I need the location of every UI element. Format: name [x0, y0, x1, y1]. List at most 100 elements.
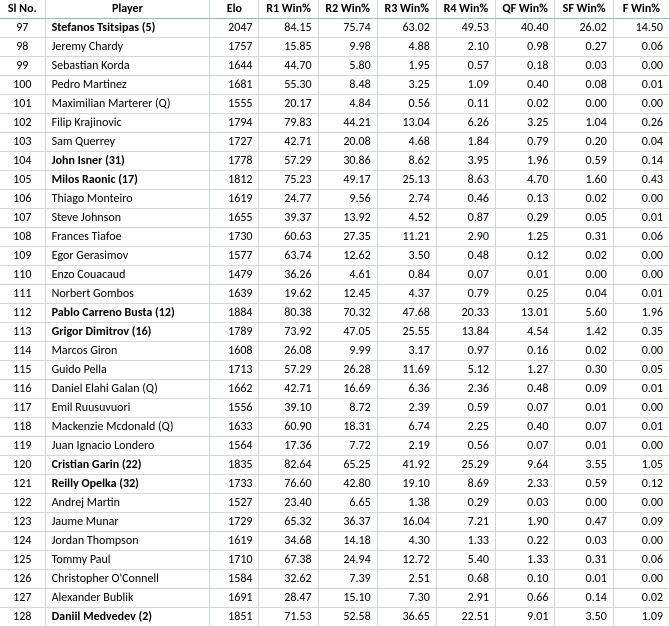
cell-player: John Isner (31) — [45, 152, 210, 171]
cell-elo: 1778 — [210, 152, 259, 171]
cell-pct: 0.00 — [613, 266, 669, 285]
cell-pct: 9.98 — [318, 38, 377, 57]
table-row: 124Jordan Thompson161934.6814.184.301.33… — [0, 532, 670, 551]
cell-pct: 17.36 — [259, 437, 318, 456]
cell-pct: 20.33 — [436, 304, 495, 323]
cell-pct: 8.62 — [377, 152, 436, 171]
cell-pct: 0.22 — [495, 532, 554, 551]
cell-pct: 41.92 — [377, 456, 436, 475]
cell-pct: 8.63 — [436, 171, 495, 190]
cell-pct: 0.00 — [613, 532, 669, 551]
cell-pct: 0.40 — [495, 418, 554, 437]
cell-slno: 125 — [0, 551, 45, 570]
table-row: 119Juan Ignacio Londero156417.367.722.19… — [0, 437, 670, 456]
cell-slno: 102 — [0, 114, 45, 133]
cell-slno: 128 — [0, 608, 45, 627]
cell-pct: 0.79 — [495, 133, 554, 152]
table-row: 127Alexander Bublik169128.4715.107.302.9… — [0, 589, 670, 608]
table-row: 103Sam Querrey172742.7120.084.681.840.79… — [0, 133, 670, 152]
cell-slno: 97 — [0, 19, 45, 38]
cell-elo: 1884 — [210, 304, 259, 323]
cell-pct: 0.01 — [613, 418, 669, 437]
cell-pct: 71.53 — [259, 608, 318, 627]
cell-pct: 0.97 — [436, 342, 495, 361]
cell-pct: 0.07 — [495, 437, 554, 456]
cell-pct: 3.25 — [495, 114, 554, 133]
cell-pct: 0.01 — [555, 437, 613, 456]
cell-pct: 0.02 — [495, 95, 554, 114]
cell-pct: 15.10 — [318, 589, 377, 608]
cell-elo: 1639 — [210, 285, 259, 304]
cell-pct: 82.64 — [259, 456, 318, 475]
cell-pct: 0.48 — [436, 247, 495, 266]
cell-pct: 7.21 — [436, 513, 495, 532]
cell-pct: 0.59 — [555, 475, 613, 494]
cell-pct: 14.18 — [318, 532, 377, 551]
cell-pct: 1.38 — [377, 494, 436, 513]
cell-pct: 15.85 — [259, 38, 318, 57]
cell-elo: 1527 — [210, 494, 259, 513]
cell-pct: 4.84 — [318, 95, 377, 114]
cell-pct: 0.04 — [555, 285, 613, 304]
table-row: 107Steve Johnson165539.3713.924.520.870.… — [0, 209, 670, 228]
table-row: 99Sebastian Korda164444.705.801.950.570.… — [0, 57, 670, 76]
cell-pct: 19.62 — [259, 285, 318, 304]
table-row: 118Mackenzie Mcdonald (Q)163360.9018.316… — [0, 418, 670, 437]
cell-pct: 0.01 — [613, 209, 669, 228]
cell-elo: 1789 — [210, 323, 259, 342]
cell-pct: 60.63 — [259, 228, 318, 247]
cell-pct: 28.47 — [259, 589, 318, 608]
cell-pct: 0.26 — [613, 114, 669, 133]
column-header: F Win% — [613, 0, 669, 19]
cell-pct: 65.32 — [259, 513, 318, 532]
cell-pct: 7.39 — [318, 570, 377, 589]
cell-slno: 108 — [0, 228, 45, 247]
cell-pct: 49.53 — [436, 19, 495, 38]
cell-elo: 1479 — [210, 266, 259, 285]
cell-slno: 111 — [0, 285, 45, 304]
cell-pct: 26.08 — [259, 342, 318, 361]
cell-pct: 4.68 — [377, 133, 436, 152]
cell-pct: 0.00 — [555, 95, 613, 114]
cell-slno: 121 — [0, 475, 45, 494]
cell-player: Steve Johnson — [45, 209, 210, 228]
cell-player: Pedro Martinez — [45, 76, 210, 95]
cell-pct: 0.13 — [495, 190, 554, 209]
table-row: 98Jeremy Chardy175715.859.984.882.100.98… — [0, 38, 670, 57]
cell-elo: 1608 — [210, 342, 259, 361]
cell-player: Jaume Munar — [45, 513, 210, 532]
table-row: 122Andrej Martin152723.406.651.380.290.0… — [0, 494, 670, 513]
cell-pct: 1.60 — [555, 171, 613, 190]
cell-pct: 5.40 — [436, 551, 495, 570]
cell-pct: 0.20 — [555, 133, 613, 152]
cell-pct: 26.02 — [555, 19, 613, 38]
cell-pct: 2.74 — [377, 190, 436, 209]
cell-pct: 84.15 — [259, 19, 318, 38]
column-header: Player — [45, 0, 210, 19]
cell-pct: 63.74 — [259, 247, 318, 266]
cell-pct: 0.31 — [555, 228, 613, 247]
cell-pct: 3.55 — [555, 456, 613, 475]
table-row: 117Emil Ruusuvuori155639.108.722.390.590… — [0, 399, 670, 418]
table-row: 121Reilly Opelka (32)173376.6042.8019.10… — [0, 475, 670, 494]
cell-pct: 0.02 — [613, 589, 669, 608]
cell-pct: 0.09 — [613, 513, 669, 532]
column-header: QF Win% — [495, 0, 554, 19]
cell-pct: 0.01 — [613, 380, 669, 399]
cell-pct: 0.04 — [613, 133, 669, 152]
cell-pct: 8.48 — [318, 76, 377, 95]
cell-player: Mackenzie Mcdonald (Q) — [45, 418, 210, 437]
cell-pct: 0.03 — [555, 532, 613, 551]
cell-pct: 76.60 — [259, 475, 318, 494]
cell-pct: 2.10 — [436, 38, 495, 57]
table-header: Sl No.PlayerEloR1 Win%R2 Win%R3 Win%R4 W… — [0, 0, 670, 19]
cell-pct: 0.11 — [436, 95, 495, 114]
cell-pct: 39.10 — [259, 399, 318, 418]
cell-pct: 63.02 — [377, 19, 436, 38]
cell-pct: 0.06 — [613, 228, 669, 247]
cell-pct: 42.71 — [259, 133, 318, 152]
cell-elo: 1713 — [210, 361, 259, 380]
cell-pct: 36.65 — [377, 608, 436, 627]
cell-slno: 120 — [0, 456, 45, 475]
cell-pct: 1.33 — [495, 551, 554, 570]
